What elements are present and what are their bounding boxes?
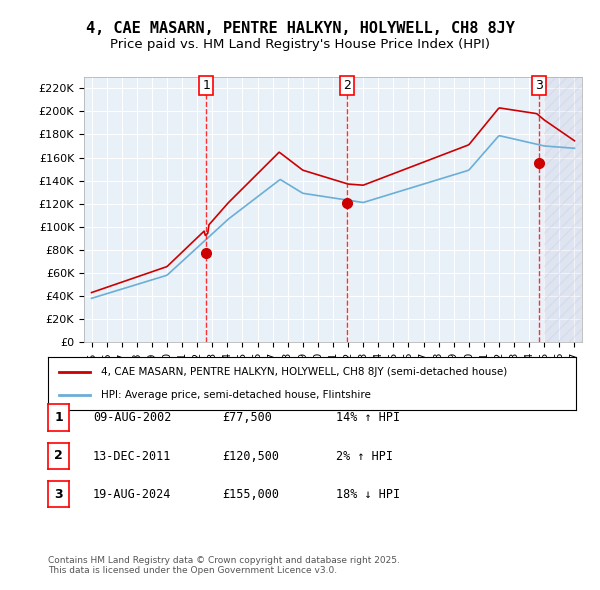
Text: HPI: Average price, semi-detached house, Flintshire: HPI: Average price, semi-detached house,… — [101, 390, 371, 400]
Text: 09-AUG-2002: 09-AUG-2002 — [93, 411, 172, 424]
Text: £120,500: £120,500 — [222, 450, 279, 463]
Text: 14% ↑ HPI: 14% ↑ HPI — [336, 411, 400, 424]
Text: £77,500: £77,500 — [222, 411, 272, 424]
Text: 2% ↑ HPI: 2% ↑ HPI — [336, 450, 393, 463]
Text: 4, CAE MASARN, PENTRE HALKYN, HOLYWELL, CH8 8JY: 4, CAE MASARN, PENTRE HALKYN, HOLYWELL, … — [86, 21, 514, 35]
Text: 13-DEC-2011: 13-DEC-2011 — [93, 450, 172, 463]
Text: 4, CAE MASARN, PENTRE HALKYN, HOLYWELL, CH8 8JY (semi-detached house): 4, CAE MASARN, PENTRE HALKYN, HOLYWELL, … — [101, 367, 507, 377]
Text: £155,000: £155,000 — [222, 488, 279, 501]
Text: Contains HM Land Registry data © Crown copyright and database right 2025.
This d: Contains HM Land Registry data © Crown c… — [48, 556, 400, 575]
Text: 3: 3 — [535, 80, 543, 93]
Text: 2: 2 — [54, 449, 63, 463]
Text: Price paid vs. HM Land Registry's House Price Index (HPI): Price paid vs. HM Land Registry's House … — [110, 38, 490, 51]
Bar — [544, 77, 582, 342]
Text: 19-AUG-2024: 19-AUG-2024 — [93, 488, 172, 501]
Text: 1: 1 — [54, 411, 63, 424]
Text: 1: 1 — [202, 80, 210, 93]
Text: 18% ↓ HPI: 18% ↓ HPI — [336, 488, 400, 501]
Text: 2: 2 — [343, 80, 352, 93]
Text: 3: 3 — [54, 487, 63, 501]
